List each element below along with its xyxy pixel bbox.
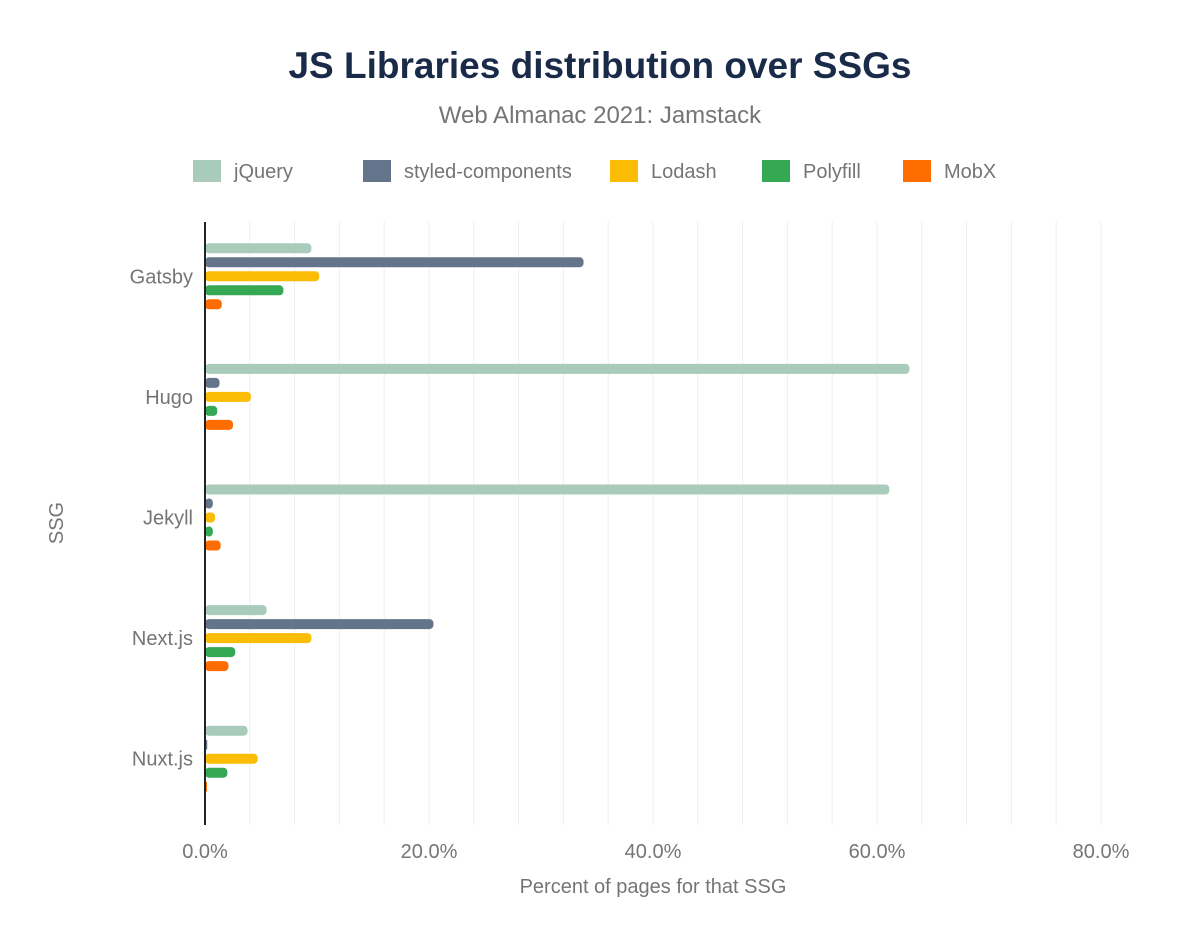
y-tick-label: Hugo [145,387,193,409]
bar-nuxtjs-jquery [205,725,248,736]
y-tick-label: Nuxt.js [132,749,193,771]
bar-gatsby-lodash [205,271,320,282]
bar-jekyll-styled-components [205,498,213,509]
legend-swatch-styled-components [363,160,391,182]
bar-jekyll-lodash [205,512,216,523]
bar-jekyll-polyfill [205,526,213,537]
legend-label: Lodash [651,161,717,183]
bar-hugo-mobx [205,419,233,430]
y-tick-label: Jekyll [143,508,193,530]
bar-jekyll-jquery [205,484,890,495]
bar-gatsby-mobx [205,299,222,310]
bar-hugo-polyfill [205,405,218,416]
bar-gatsby-styled-components [205,257,584,268]
gridlines [249,222,1102,825]
y-tick-label: Next.js [132,628,193,650]
bar-nextjs-mobx [205,661,229,672]
bar-nextjs-jquery [205,605,267,616]
bar-nextjs-polyfill [205,647,236,658]
bar-hugo-styled-components [205,377,220,388]
legend: jQuery styled-components Lodash Polyfill Mob… [193,160,996,183]
legend-swatch-lodash [610,160,638,182]
chart-title: JS Libraries distribution over SSGs [288,45,911,86]
legend-label: Polyfill [803,161,861,183]
legend-swatch-polyfill [762,160,790,182]
chart-subtitle: Web Almanac 2021: Jamstack [439,102,762,129]
bar-hugo-lodash [205,391,251,402]
legend-label: styled-components [404,161,572,183]
x-tick-label: 80.0% [1073,841,1130,863]
x-tick-label: 40.0% [625,841,682,863]
bar-nextjs-lodash [205,633,312,644]
x-tick-label: 20.0% [401,841,458,863]
bar-nuxtjs-polyfill [205,767,228,778]
bar-jekyll-mobx [205,540,221,551]
y-tick-labels: Gatsby Hugo Jekyll Next.js Nuxt.js [130,266,193,770]
x-axis-label: Percent of pages for that SSG [520,876,787,898]
bar-nuxtjs-lodash [205,753,258,764]
legend-label: MobX [944,161,996,183]
legend-swatch-mobx [903,160,931,182]
bar-hugo-jquery [205,363,910,374]
bar-gatsby-polyfill [205,285,284,296]
y-axis-label: SSG [46,502,68,544]
bars [205,243,910,792]
x-tick-label: 0.0% [182,841,228,863]
y-tick-label: Gatsby [130,266,193,288]
legend-label: jQuery [233,161,293,183]
x-tick-label: 60.0% [849,841,906,863]
bar-nextjs-styled-components [205,619,434,630]
legend-swatch-jquery [193,160,221,182]
x-tick-labels: 0.0% 20.0% 40.0% 60.0% 80.0% [182,841,1129,863]
bar-gatsby-jquery [205,243,312,254]
